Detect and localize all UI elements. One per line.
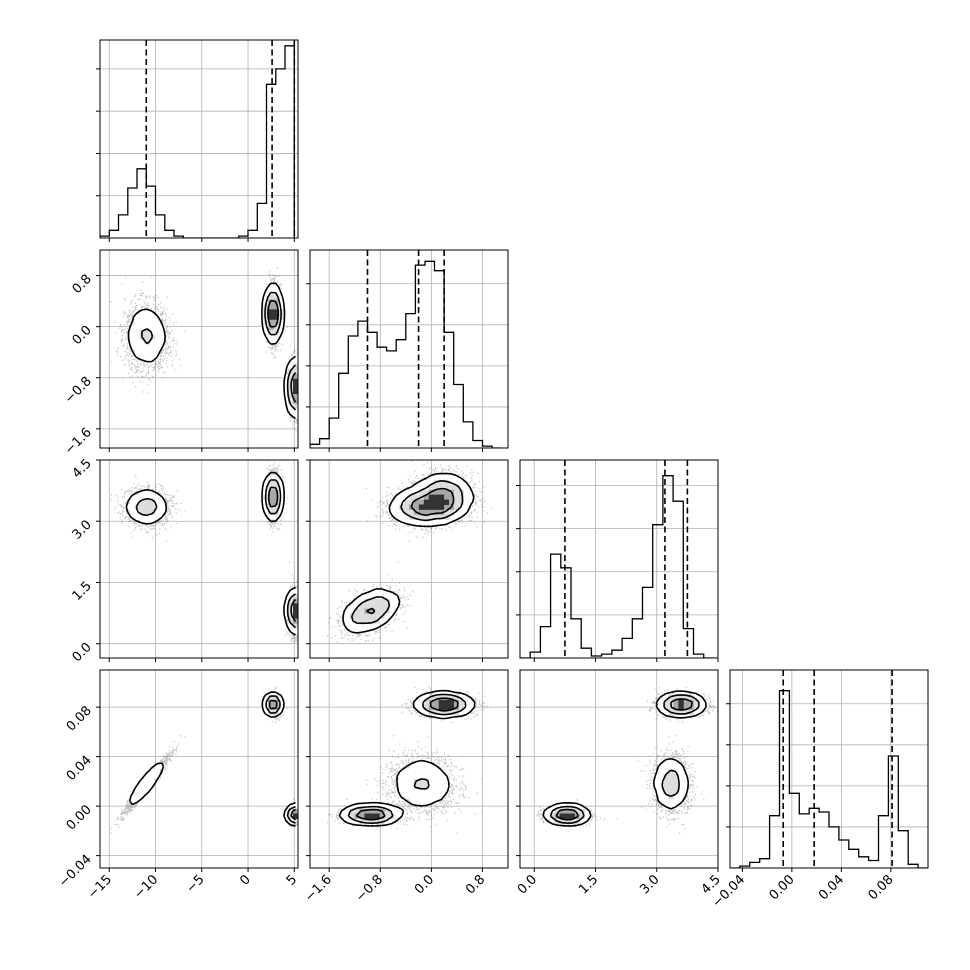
panel-content [100, 460, 298, 658]
panel-frame [99, 249, 299, 449]
density-core [418, 494, 449, 510]
panel-content [100, 40, 298, 238]
panel-3-1 [309, 669, 509, 869]
contour-line [125, 471, 296, 636]
contour-line [267, 299, 297, 403]
scatter-points [326, 686, 492, 834]
y-tick-label: 3.0 [70, 517, 95, 542]
x-tick-label: −1.6 [302, 872, 335, 905]
panel-content [520, 460, 718, 658]
contour-line [542, 690, 707, 827]
density-shade [129, 284, 298, 419]
contour-line [265, 695, 296, 824]
panel-content [310, 460, 508, 658]
y-tick-label: 4.5 [70, 456, 95, 481]
x-tick-label: 3.0 [637, 872, 662, 897]
x-tick-label: 0.8 [463, 872, 488, 897]
panel-frame [309, 459, 509, 659]
contour-line [129, 691, 296, 827]
panel-2-0 [99, 459, 299, 659]
y-tick-label: 0.0 [70, 323, 95, 348]
contour-line [351, 480, 464, 625]
scatter-points [110, 267, 298, 433]
contour-line [141, 291, 297, 411]
y-tick-label: 0.08 [64, 703, 95, 734]
panel-content [100, 670, 298, 868]
contour-line [555, 698, 693, 821]
histogram-step [310, 260, 502, 448]
panel-content [310, 250, 508, 448]
density-shade [349, 479, 464, 624]
panel-1-1 [306, 249, 509, 449]
x-tick-label: 5 [284, 872, 300, 888]
x-tick-label: −15 [85, 872, 115, 902]
panel-frame [309, 249, 509, 449]
x-tick-label: −0.8 [353, 872, 386, 905]
x-tick-label: 0.08 [866, 872, 897, 903]
x-tick-label: 0.00 [767, 872, 798, 903]
contour-line [338, 689, 476, 827]
contour-line [347, 693, 467, 824]
y-tick-label: −0.04 [56, 852, 95, 891]
x-tick-label: 0 [237, 872, 253, 888]
contour-line [549, 694, 700, 824]
panel-2-2 [516, 459, 719, 659]
x-tick-label: 1.5 [576, 872, 601, 897]
y-tick-label: 0.04 [64, 753, 95, 784]
x-tick-label: 0.04 [816, 872, 847, 903]
panel-frame [309, 669, 509, 869]
contour-line [135, 479, 297, 629]
panel-3-0 [99, 669, 299, 869]
density-core [293, 813, 298, 819]
x-tick-label: 0.0 [515, 872, 540, 897]
panel-3-3 [726, 669, 929, 869]
density-shade [129, 689, 298, 824]
panel-frame [99, 669, 299, 869]
panel-1-0 [99, 249, 299, 449]
density-core [293, 603, 298, 619]
panel-content [310, 670, 508, 868]
panel-frame [519, 669, 719, 869]
x-tick-label: −5 [183, 872, 207, 896]
y-tick-label: −1.6 [62, 425, 95, 458]
panel-frame [99, 459, 299, 659]
y-tick-label: 0.00 [64, 802, 95, 833]
panel-frame [99, 39, 299, 239]
panel-content [520, 670, 718, 868]
contour-line [267, 486, 297, 623]
histogram-step [730, 690, 928, 868]
y-tick-label: −0.8 [62, 374, 95, 407]
panel-3-2 [519, 669, 719, 869]
contour-line [268, 699, 297, 821]
y-tick-label: 1.5 [70, 579, 95, 604]
contour-line [355, 697, 459, 821]
density-core [268, 309, 298, 394]
panel-content [100, 250, 298, 448]
histogram-step [100, 45, 295, 238]
y-tick-label: 0.0 [70, 640, 95, 665]
contour-line [127, 282, 297, 420]
x-tick-label: 0.0 [412, 872, 437, 897]
panel-2-1 [309, 459, 509, 659]
y-tick-label: 0.8 [70, 272, 95, 297]
panel-frame [519, 459, 719, 659]
contour-line [342, 472, 475, 634]
x-tick-label: −10 [131, 872, 161, 902]
histogram-step [520, 475, 714, 658]
panel-content [730, 670, 928, 868]
panel-frame [729, 669, 929, 869]
contour-line [365, 487, 455, 615]
density-shade [339, 689, 474, 824]
panel-0-0 [96, 39, 299, 239]
